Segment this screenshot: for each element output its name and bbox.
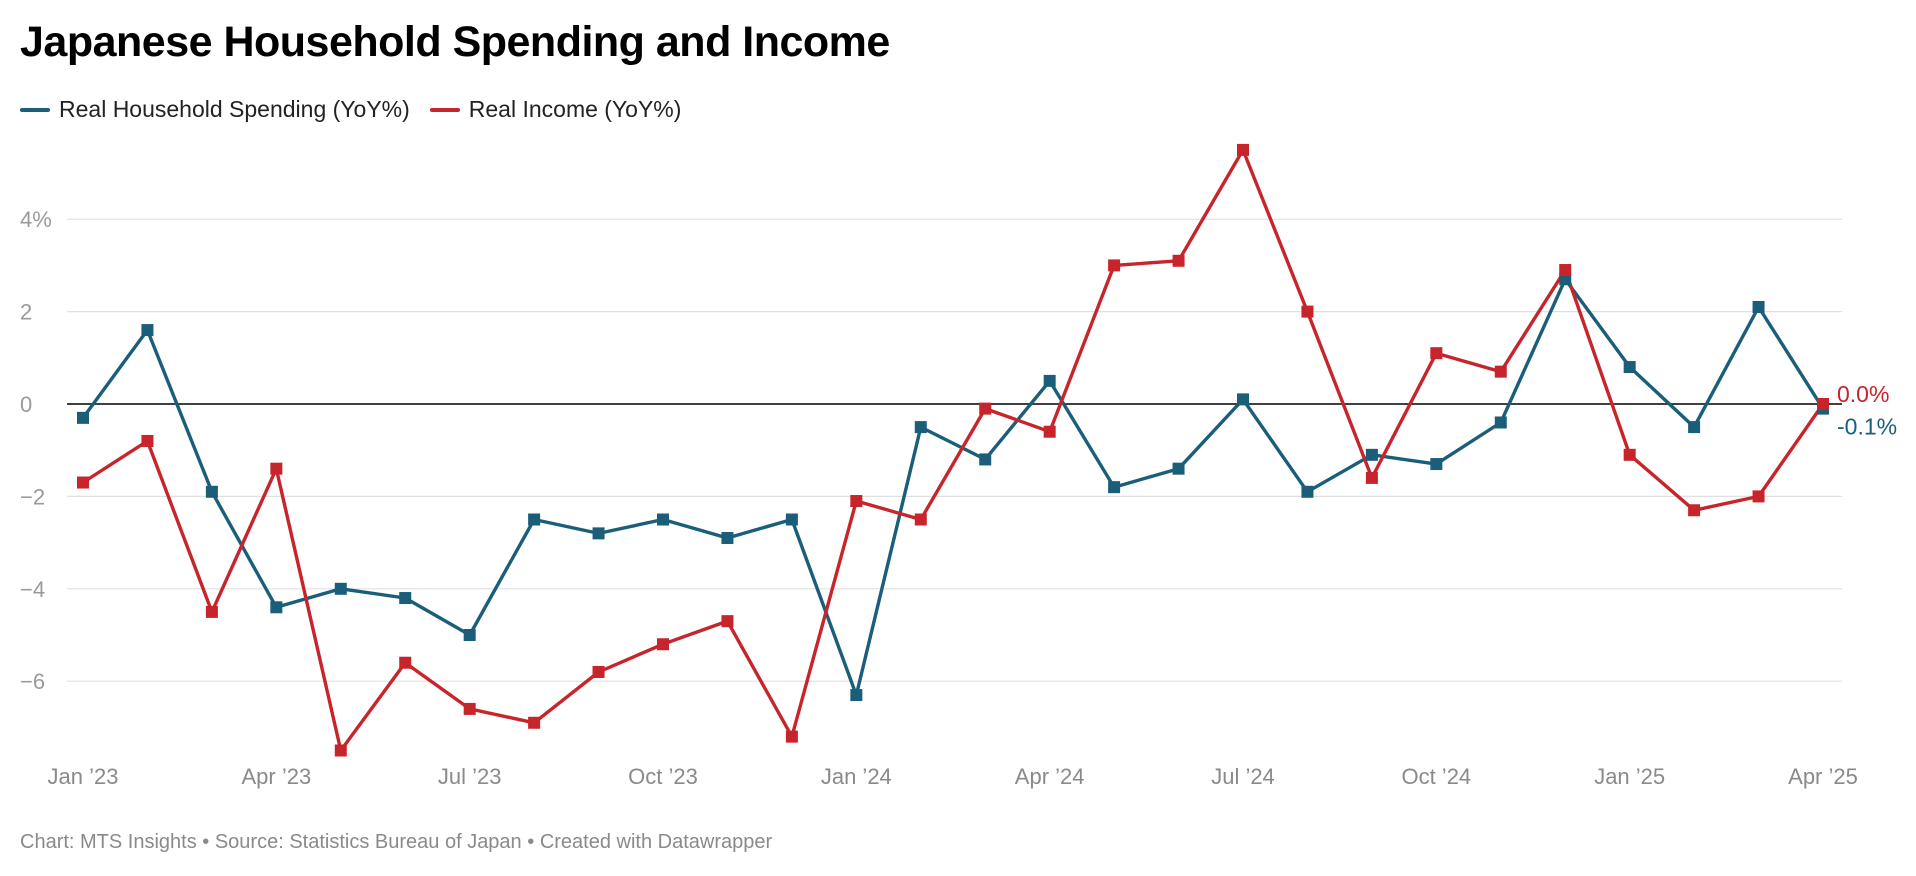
data-point-marker: [1108, 481, 1121, 494]
data-point-marker: [1043, 425, 1056, 438]
data-point-marker: [850, 495, 863, 508]
x-tick-label: Jul ’24: [1211, 764, 1275, 789]
data-point-marker: [785, 730, 798, 743]
data-point-marker: [463, 629, 476, 641]
data-point-marker: [1494, 365, 1507, 378]
data-point-marker: [141, 324, 154, 337]
data-point-marker: [1108, 259, 1121, 272]
data-point-marker: [785, 513, 798, 526]
series-line-1: [81, 148, 1825, 753]
data-point-marker: [979, 453, 992, 466]
footer: Chart: MTS Insights • Source: Statistics…: [20, 831, 772, 854]
data-point-marker: [1301, 305, 1314, 318]
data-point-marker: [1494, 416, 1507, 429]
data-point-marker: [1365, 448, 1378, 461]
y-tick-label: −6: [20, 669, 45, 694]
x-tick-label: Oct ’23: [628, 764, 698, 789]
data-point-marker: [914, 513, 927, 526]
y-tick-label: 2: [20, 300, 32, 325]
data-point-marker: [1301, 485, 1314, 498]
chart-title: Japanese Household Spending and Income: [20, 18, 890, 66]
series-line-0: [81, 277, 1825, 697]
x-tick-label: Jan ’24: [821, 764, 892, 789]
data-point-marker: [657, 638, 669, 651]
data-point-marker: [1559, 273, 1572, 286]
legend-label-spending: Real Household Spending (YoY%): [59, 96, 410, 122]
y-tick-label: −2: [20, 484, 45, 509]
data-point-marker: [399, 656, 412, 669]
data-point-marker: [463, 702, 476, 715]
data-point-marker: [1172, 254, 1185, 267]
data-point-marker: [721, 531, 734, 544]
footer-source: Source: Statistics Bureau of Japan: [214, 831, 522, 853]
x-tick-label: Apr ’25: [1788, 764, 1858, 789]
data-point-marker: [334, 582, 347, 595]
data-point-marker: [1623, 448, 1636, 461]
footer-separator-2: •: [521, 831, 540, 853]
end-value-label: 0.0%: [1837, 381, 1889, 407]
y-tick-label: 4%: [20, 207, 52, 232]
data-point-marker: [399, 592, 412, 605]
x-tick-label: Jan ’25: [1594, 764, 1665, 789]
data-point-marker: [1237, 143, 1249, 156]
data-point-marker: [334, 744, 347, 757]
data-point-marker: [1752, 490, 1765, 503]
footer-tool: Created with Datawrapper: [539, 831, 773, 853]
data-point-marker: [528, 513, 541, 526]
data-point-marker: [205, 605, 218, 618]
legend-item-income: Real Income (YoY%): [429, 96, 682, 123]
x-tick-label: Jan ’23: [48, 764, 119, 789]
data-point-marker: [850, 689, 863, 702]
data-point-marker: [1365, 471, 1378, 484]
data-point-marker: [1688, 421, 1701, 434]
y-tick-label: 0: [20, 392, 32, 417]
data-point-marker: [77, 411, 89, 424]
data-point-marker: [721, 615, 734, 628]
data-point-marker: [1817, 398, 1829, 410]
data-point-marker: [1043, 374, 1056, 387]
legend-item-spending: Real Household Spending (YoY%): [20, 96, 410, 123]
data-point-marker: [205, 485, 218, 498]
data-point-marker: [1172, 462, 1185, 475]
end-value-label: -0.1%: [1837, 414, 1897, 440]
data-point-marker: [1559, 264, 1572, 277]
data-point-marker: [1688, 504, 1701, 517]
data-point-marker: [592, 665, 605, 678]
data-point-marker: [270, 462, 283, 475]
legend-swatch-spending: [20, 107, 50, 112]
data-point-marker: [1237, 393, 1249, 406]
data-point-marker: [77, 476, 89, 489]
data-point-marker: [141, 434, 154, 447]
data-point-marker: [270, 601, 283, 614]
data-point-marker: [1430, 347, 1443, 360]
data-point-marker: [979, 402, 992, 415]
footer-credit: Chart: MTS Insights: [20, 831, 197, 853]
legend: Real Household Spending (YoY%) Real Inco…: [20, 96, 701, 123]
footer-separator-1: •: [196, 831, 215, 853]
data-point-marker: [914, 421, 927, 434]
data-point-marker: [592, 527, 605, 540]
x-tick-label: Apr ’23: [241, 764, 311, 789]
data-point-marker: [1430, 458, 1443, 471]
data-point-marker: [657, 513, 669, 526]
legend-label-income: Real Income (YoY%): [468, 96, 682, 122]
x-tick-label: Oct ’24: [1401, 764, 1471, 789]
data-point-marker: [1623, 361, 1636, 374]
legend-swatch-income: [429, 107, 460, 112]
x-tick-label: Jul ’23: [438, 764, 502, 789]
data-point-marker: [528, 716, 541, 729]
data-point-marker: [1752, 300, 1765, 313]
y-tick-label: −4: [20, 577, 45, 602]
x-tick-label: Apr ’24: [1015, 764, 1085, 789]
